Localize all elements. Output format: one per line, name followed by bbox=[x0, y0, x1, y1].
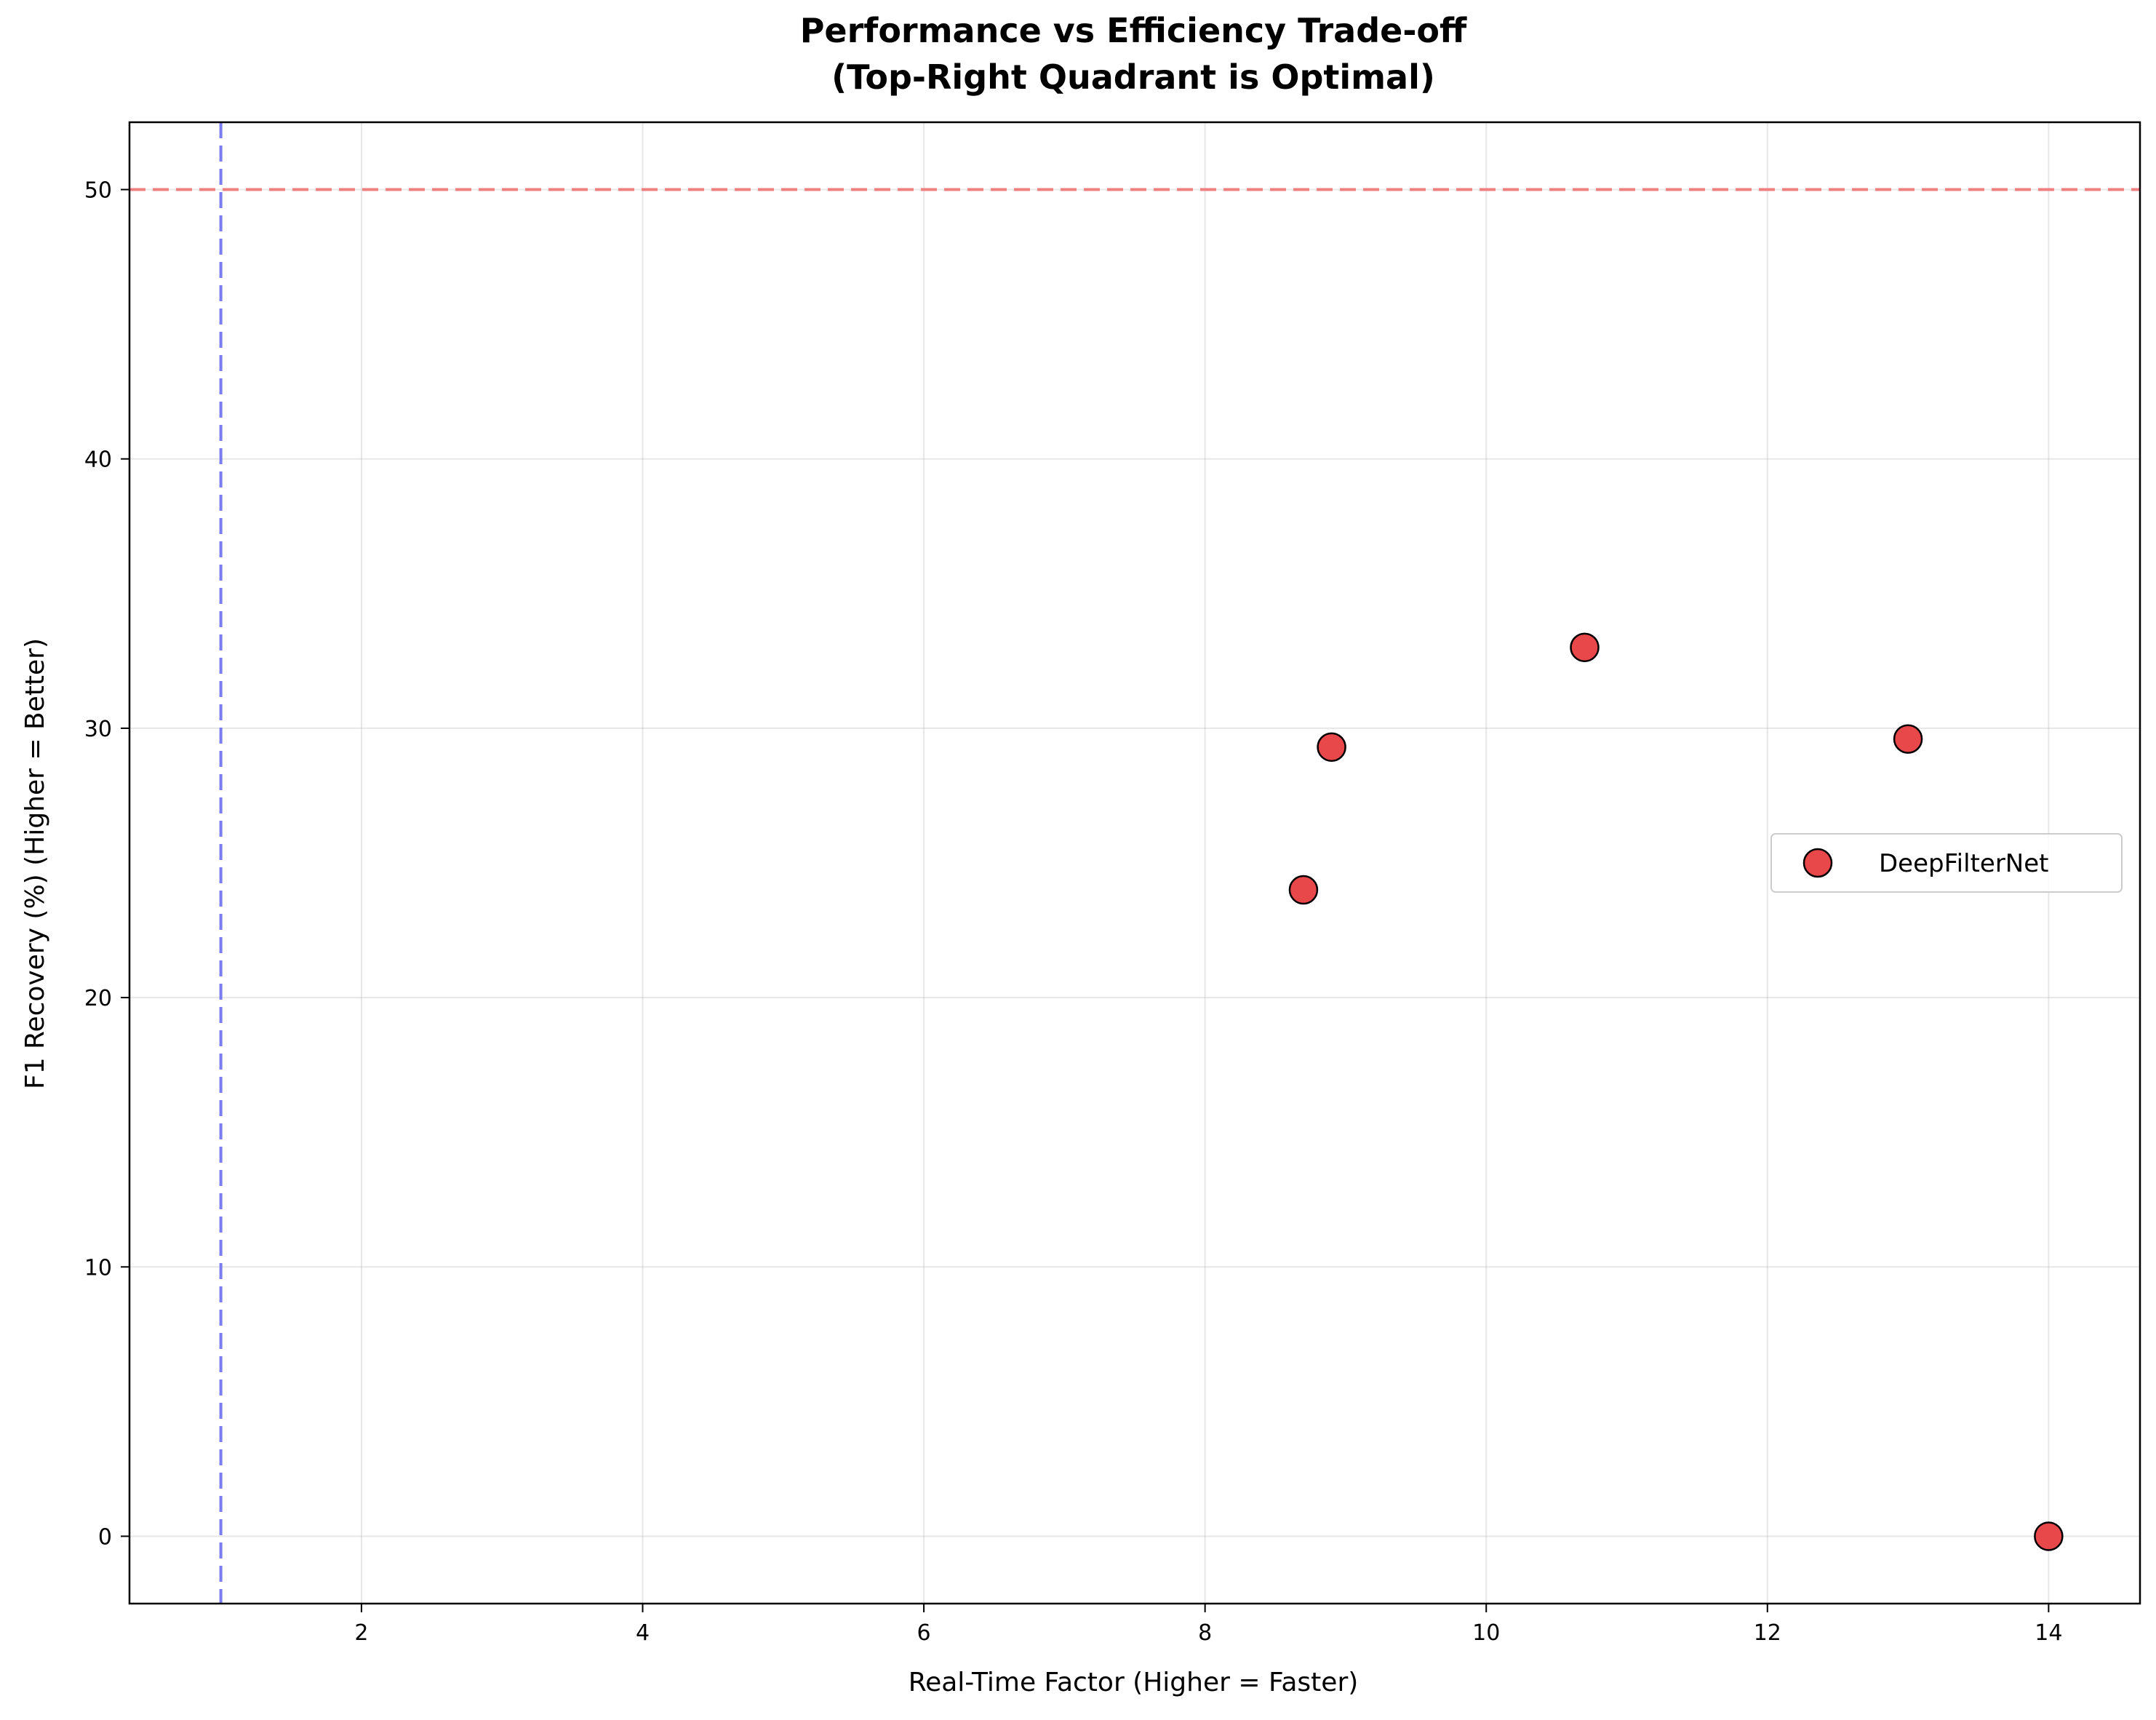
chart-title: Performance vs Efficiency Trade-off bbox=[800, 11, 1467, 50]
x-tick-label: 4 bbox=[636, 1620, 650, 1646]
x-tick-label: 8 bbox=[1198, 1620, 1212, 1646]
x-axis-ticks: 2 4 6 8 10 12 14 bbox=[354, 1604, 2062, 1646]
x-tick-label: 2 bbox=[354, 1620, 368, 1646]
y-tick-label: 30 bbox=[84, 717, 112, 742]
x-tick-label: 10 bbox=[1472, 1620, 1500, 1646]
y-tick-label: 20 bbox=[84, 986, 112, 1011]
legend-label-deepfilternet: DeepFilterNet bbox=[1879, 849, 2048, 878]
y-axis-label: F1 Recovery (%) (Higher = Better) bbox=[20, 638, 50, 1089]
x-axis-label: Real-Time Factor (Higher = Faster) bbox=[909, 1668, 1359, 1697]
legend: DeepFilterNet bbox=[1770, 833, 2123, 893]
plot-area-frame bbox=[128, 121, 2141, 1605]
data-point bbox=[2034, 1521, 2064, 1551]
data-point bbox=[1288, 875, 1319, 905]
legend-box bbox=[1770, 833, 2123, 893]
data-point bbox=[1570, 632, 1600, 663]
grid-lines bbox=[129, 122, 2140, 1604]
x-tick-label: 6 bbox=[917, 1620, 931, 1646]
chart-subtitle: (Top-Right Quadrant is Optimal) bbox=[831, 57, 1435, 97]
data-points bbox=[1288, 632, 2064, 1551]
data-point bbox=[1317, 732, 1346, 763]
data-point bbox=[1893, 724, 1923, 754]
x-tick-label: 14 bbox=[2035, 1620, 2062, 1646]
x-tick-label: 12 bbox=[1754, 1620, 1781, 1646]
y-axis-ticks: 0 10 20 30 40 50 bbox=[84, 178, 129, 1550]
reference-lines bbox=[129, 122, 2140, 1604]
y-tick-label: 40 bbox=[84, 447, 112, 473]
y-tick-label: 50 bbox=[84, 178, 112, 204]
y-tick-label: 0 bbox=[98, 1524, 112, 1550]
legend-marker-deepfilternet bbox=[1802, 848, 1833, 878]
y-tick-label: 10 bbox=[84, 1255, 112, 1281]
